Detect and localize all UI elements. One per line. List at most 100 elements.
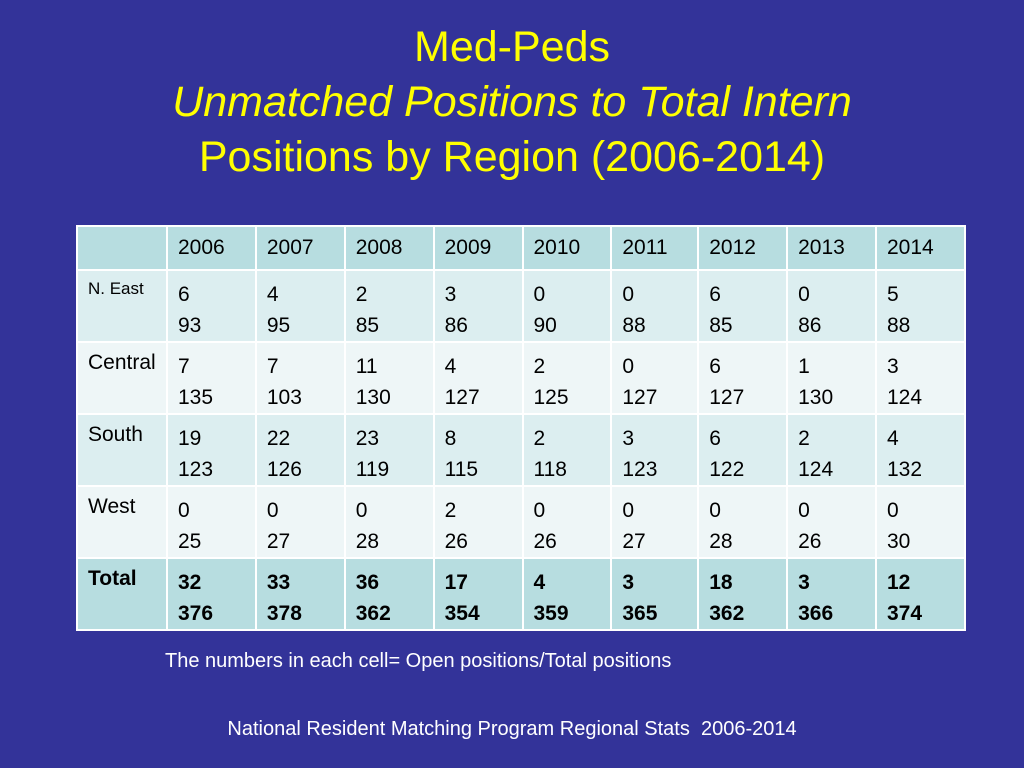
open-positions-value: 5 — [887, 283, 899, 306]
table-cell: 0 86 — [786, 269, 877, 343]
total-positions-value: 366 — [798, 602, 834, 625]
region-label: Total — [76, 557, 168, 631]
open-positions-value: 4 — [533, 571, 546, 594]
total-positions-value: 362 — [355, 602, 391, 625]
total-positions-value: 122 — [709, 458, 745, 481]
region-label: Central — [76, 341, 168, 415]
table-cell: 0 90 — [521, 269, 613, 343]
table-cell: 0 28 — [343, 485, 435, 559]
source-footer: National Resident Matching Program Regio… — [227, 718, 797, 740]
table-cell: 32 376 — [166, 557, 257, 631]
table-cell: 0 27 — [610, 485, 700, 559]
total-positions-value: 95 — [266, 314, 291, 337]
open-positions-value: 0 — [533, 499, 546, 522]
year-header-cell: 2012 — [697, 225, 789, 271]
table-header-row: 2006 2007 2008 2009 2010 2011 2012 2013 … — [76, 225, 966, 271]
table-cell: 4 132 — [875, 413, 966, 487]
total-positions-value: 135 — [178, 386, 214, 409]
open-positions-value: 0 — [709, 499, 721, 522]
title-line-1: Med-Peds — [414, 23, 610, 71]
table-cell: 0 28 — [697, 485, 789, 559]
year-header-cell: 2009 — [432, 225, 524, 271]
total-positions-value: 124 — [887, 386, 923, 409]
total-positions-value: 90 — [533, 314, 557, 337]
open-positions-value: 2 — [533, 427, 546, 450]
total-positions-value: 118 — [533, 458, 567, 481]
total-positions-value: 359 — [533, 602, 569, 625]
open-positions-value: 6 — [709, 355, 721, 378]
title-line-2: Unmatched Positions to Total Intern — [172, 78, 852, 126]
open-positions-value: 0 — [178, 499, 190, 522]
open-positions-value: 4 — [266, 283, 279, 306]
table-cell: 19 123 — [166, 413, 257, 487]
table-cell: 2 125 — [521, 341, 613, 415]
table-cell: 22 126 — [254, 413, 346, 487]
total-positions-value: 93 — [178, 314, 202, 337]
title-line-3: Positions by Region (2006-2014) — [198, 133, 826, 181]
table-row: West 0 25 0 27 0 28 2 26 0 26 0 27 0 28 0 26 0 30 — [76, 485, 966, 559]
open-positions-value: 6 — [178, 283, 190, 306]
year-header-cell: 2007 — [254, 225, 346, 271]
table-cell: 3 86 — [432, 269, 524, 343]
region-stats-table: 2006 2007 2008 2009 2010 2011 2012 2013 … — [76, 225, 966, 631]
open-positions-value: 8 — [444, 427, 457, 450]
open-positions-value: 6 — [709, 283, 721, 306]
total-positions-value: 86 — [444, 314, 468, 337]
open-positions-value: 22 — [266, 427, 291, 450]
open-positions-value: 4 — [887, 427, 899, 450]
open-positions-value: 3 — [622, 427, 635, 450]
open-positions-value: 3 — [887, 355, 899, 378]
open-positions-value: 7 — [266, 355, 279, 378]
table-row: N. East 6 93 4 95 2 85 3 86 0 90 0 88 6 85 0 86 5 88 — [76, 269, 966, 343]
table-cell: 0 127 — [610, 341, 700, 415]
open-positions-value: 23 — [355, 427, 380, 450]
table-row: South 19 123 22 126 23 119 8 115 2 118 3 123 6 122 2 124… — [76, 413, 966, 487]
table-cell: 4 127 — [432, 341, 524, 415]
table-cell: 17 354 — [432, 557, 524, 631]
table-cell: 2 118 — [521, 413, 613, 487]
open-positions-value: 1 — [798, 355, 810, 378]
open-positions-value: 32 — [178, 571, 202, 594]
total-positions-value: 132 — [887, 458, 923, 481]
open-positions-value: 6 — [709, 427, 721, 450]
table-cell: 0 26 — [786, 485, 877, 559]
region-label: N. East — [76, 269, 168, 343]
total-positions-value: 378 — [266, 602, 302, 625]
total-positions-value: 25 — [178, 530, 202, 553]
table-cell: 3 123 — [610, 413, 700, 487]
table-cell: 0 88 — [610, 269, 700, 343]
total-positions-value: 86 — [798, 314, 822, 337]
open-positions-value: 0 — [622, 355, 635, 378]
open-positions-value: 36 — [355, 571, 380, 594]
total-positions-value: 127 — [622, 386, 658, 409]
open-positions-value: 12 — [887, 571, 911, 594]
total-positions-value: 30 — [887, 530, 911, 553]
open-positions-value: 0 — [798, 283, 810, 306]
total-positions-value: 88 — [887, 314, 911, 337]
total-positions-value: 126 — [266, 458, 302, 481]
open-positions-value: 7 — [178, 355, 190, 378]
corner-header-cell — [76, 225, 168, 271]
total-positions-value: 125 — [533, 386, 569, 409]
total-positions-value: 27 — [622, 530, 646, 553]
table-cell: 5 88 — [875, 269, 966, 343]
table-cell: 6 85 — [697, 269, 789, 343]
open-positions-value: 18 — [709, 571, 733, 594]
cell-legend-note: The numbers in each cell= Open positions… — [165, 650, 672, 672]
table-body: N. East 6 93 4 95 2 85 3 86 0 90 0 88 6 85 0 86 5 88 Centra… — [76, 269, 966, 631]
total-positions-value: 28 — [709, 530, 733, 553]
total-positions-value: 88 — [622, 314, 646, 337]
year-header-cell: 2006 — [166, 225, 257, 271]
year-header-cell: 2013 — [786, 225, 877, 271]
table-cell: 4 95 — [254, 269, 346, 343]
table-cell: 6 122 — [697, 413, 789, 487]
table-cell: 0 26 — [521, 485, 613, 559]
table-cell: 33 378 — [254, 557, 346, 631]
table-cell: 7 103 — [254, 341, 346, 415]
total-positions-value: 124 — [798, 458, 834, 481]
total-positions-value: 374 — [887, 602, 923, 625]
total-positions-value: 127 — [709, 386, 745, 409]
table-cell: 12 374 — [875, 557, 966, 631]
total-positions-value: 103 — [266, 386, 302, 409]
table-cell: 3 365 — [610, 557, 700, 631]
